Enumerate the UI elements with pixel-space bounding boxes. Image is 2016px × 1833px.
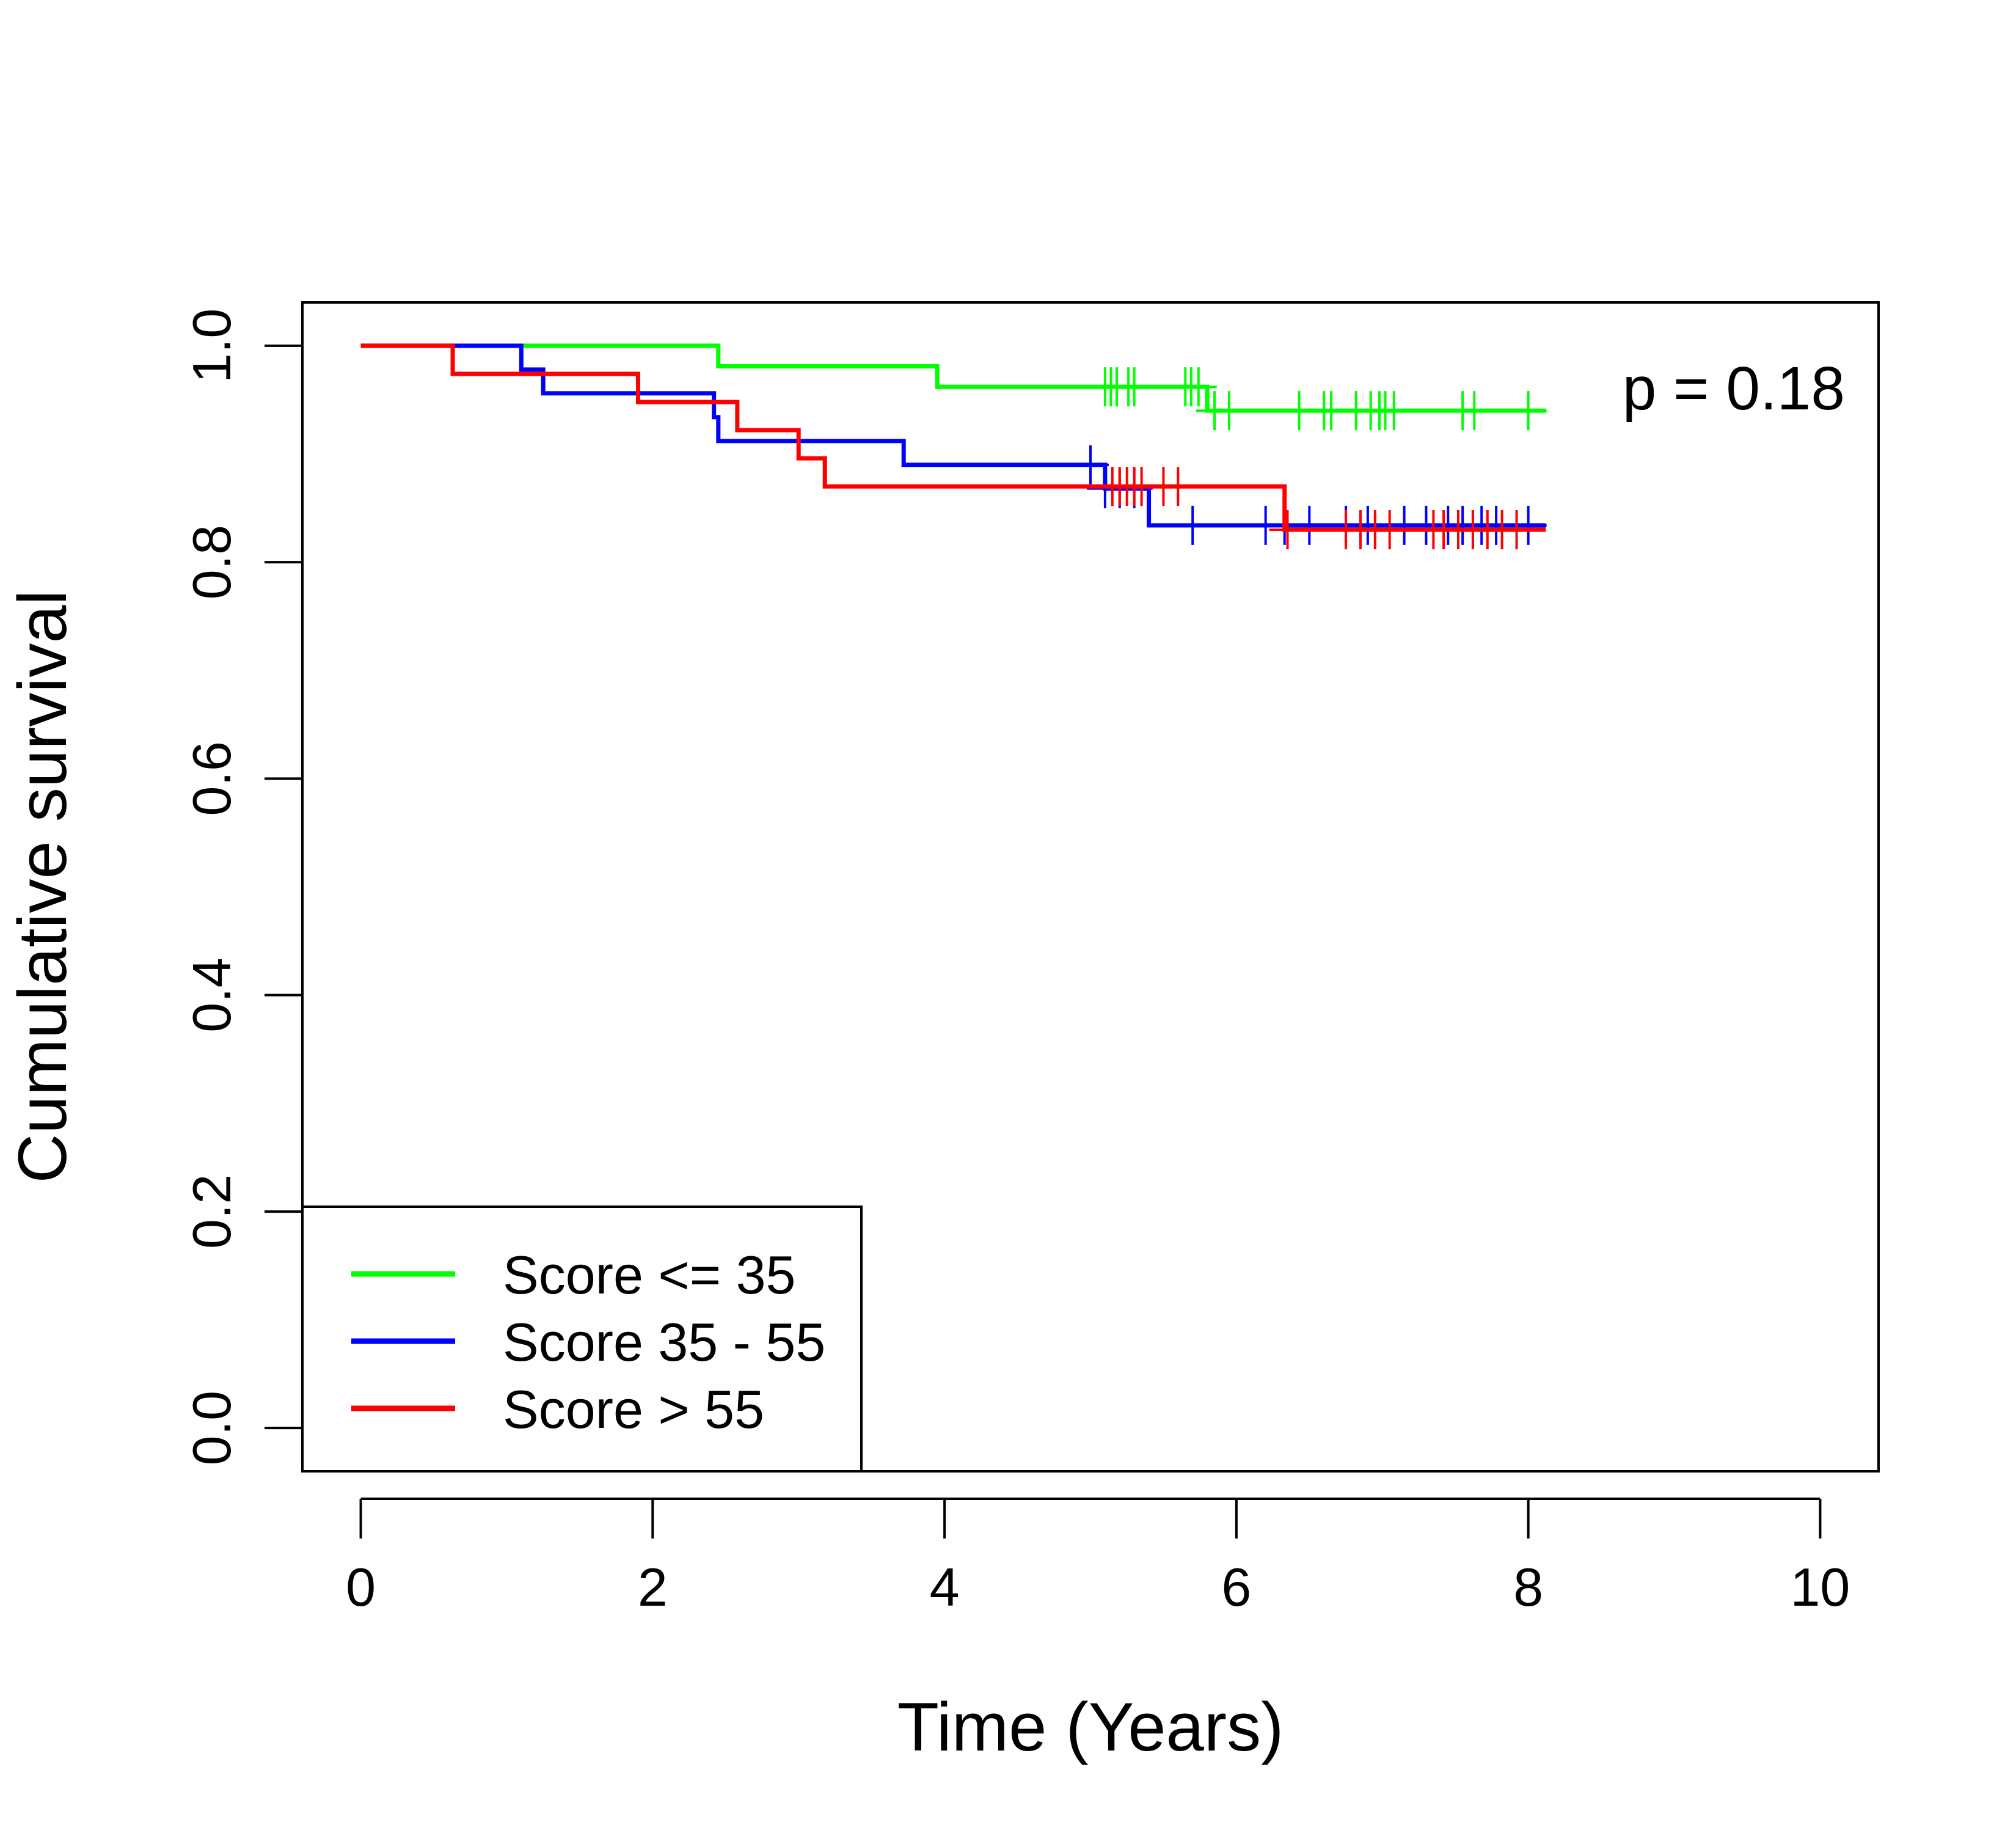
series-score-le-35 <box>360 343 1547 431</box>
legend-label-score-gt-55: Score > 55 <box>503 1379 764 1440</box>
p-value-annotation: p = 0.18 <box>1623 354 1845 423</box>
x-tick-label: 10 <box>1790 1557 1850 1617</box>
y-tick-label: 0.2 <box>181 1174 242 1249</box>
x-tick-label: 4 <box>930 1557 960 1617</box>
y-tick-label: 0.0 <box>181 1391 242 1465</box>
survival-curve-score-gt-55 <box>360 343 1546 532</box>
legend-label-score-le-35: Score <= 35 <box>503 1245 795 1305</box>
y-tick-label: 0.6 <box>181 741 242 816</box>
legend: Score <= 35 Score 35 - 55 Score > 55 <box>301 1206 863 1473</box>
x-tick-label: 0 <box>346 1557 376 1617</box>
x-tick-label: 6 <box>1221 1557 1251 1617</box>
x-axis: 0 2 4 6 8 10 <box>346 1498 1850 1617</box>
x-tick-label: 8 <box>1513 1557 1543 1617</box>
series-score-gt-55 <box>360 343 1546 549</box>
y-tick-label: 1.0 <box>181 309 242 383</box>
survival-curve-score-le-35 <box>360 343 1546 413</box>
legend-label-score-35-55: Score 35 - 55 <box>503 1312 825 1372</box>
y-axis: 0.0 0.2 0.4 0.6 0.8 1.0 <box>181 309 304 1465</box>
x-axis-label: Time (Years) <box>897 1689 1284 1765</box>
series-group <box>360 343 1547 549</box>
y-tick-label: 0.8 <box>181 525 242 599</box>
y-tick-label: 0.4 <box>181 957 242 1032</box>
x-tick-label: 2 <box>638 1557 668 1617</box>
y-axis-label: Cumulative survival <box>4 590 81 1184</box>
